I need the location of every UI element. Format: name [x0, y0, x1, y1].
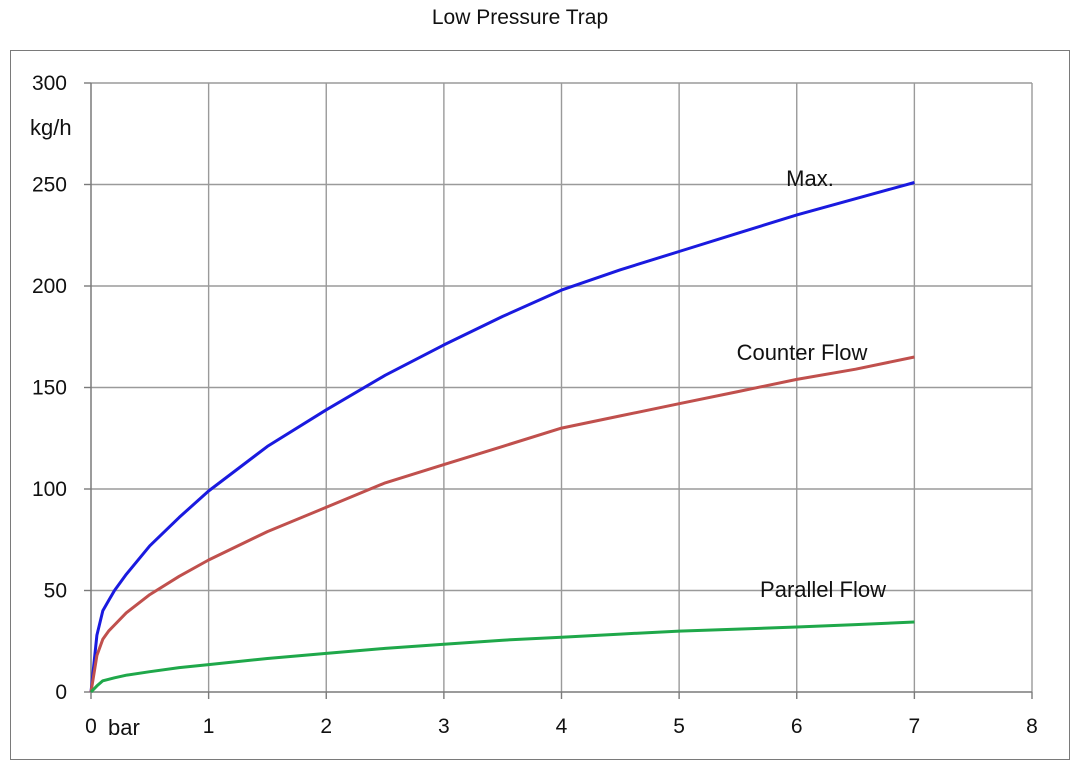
x-tick-label: 5 — [673, 715, 685, 738]
y-tick-label: 250 — [32, 174, 67, 197]
series-line-0 — [89, 181, 915, 693]
y-axis-label: kg/h — [30, 115, 72, 140]
series-lines — [89, 181, 915, 694]
y-tick-label: 0 — [55, 681, 67, 704]
series-label-2: Parallel Flow — [760, 577, 886, 602]
y-tick-label: 50 — [44, 580, 67, 603]
x-tick-label: 1 — [203, 715, 215, 738]
series-label-1: Counter Flow — [737, 340, 868, 365]
y-tick-label: 300 — [32, 72, 67, 95]
x-tick-label: 3 — [438, 715, 450, 738]
chart-title: Low Pressure Trap — [431, 6, 609, 29]
x-tick-label: 4 — [556, 715, 568, 738]
x-tick-label: 2 — [320, 715, 332, 738]
grid-lines — [91, 82, 1033, 692]
x-tick-label: 0 — [85, 715, 97, 738]
series-line-1 — [89, 355, 915, 693]
series-label-0: Max. — [786, 166, 834, 191]
y-tick-label: 150 — [32, 377, 67, 400]
series-labels: Max. Counter Flow Parallel Flow — [737, 166, 886, 602]
x-axis-label: bar — [108, 715, 140, 740]
tick-labels: 0 50 100 150 200 250 300 0 1 2 3 4 5 6 7 8 — [32, 72, 1038, 738]
x-tick-label: 7 — [909, 715, 921, 738]
x-tick-label: 8 — [1026, 715, 1038, 738]
x-tick-label: 6 — [791, 715, 803, 738]
series-line-2 — [89, 620, 915, 694]
y-tick-label: 200 — [32, 275, 67, 298]
axes — [84, 82, 1033, 699]
y-tick-label: 100 — [32, 478, 67, 501]
